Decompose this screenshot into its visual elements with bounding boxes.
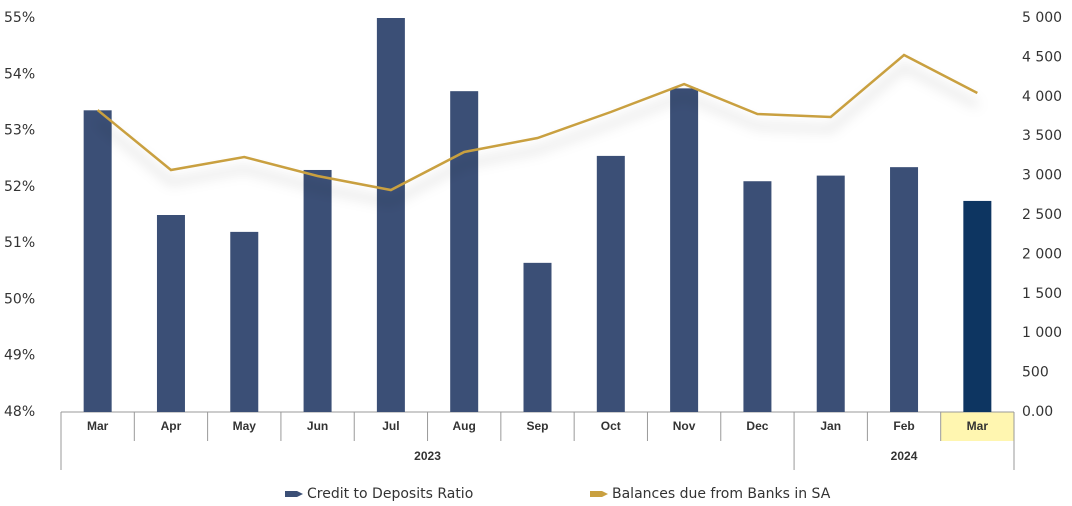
y2-tick-label: 4 500 — [1022, 49, 1062, 65]
legend-label: Balances due from Banks in SA — [612, 486, 831, 502]
x-tick-label: Jun — [307, 419, 328, 433]
legend-label: Credit to Deposits Ratio — [307, 486, 473, 502]
x-tick-label: Sep — [526, 419, 548, 433]
y-tick-label: 50% — [4, 291, 35, 307]
x-tick-label: May — [233, 419, 257, 433]
legend-icon — [590, 491, 608, 497]
bar — [303, 169, 332, 412]
bar — [230, 231, 259, 412]
x-tick-label: Feb — [893, 419, 914, 433]
x-tick-label: Aug — [453, 419, 476, 433]
bar — [156, 215, 185, 412]
y2-tick-label: 2 000 — [1022, 246, 1062, 262]
bar — [963, 200, 992, 412]
bar — [743, 181, 772, 412]
y-tick-label: 53% — [4, 123, 35, 139]
bar — [816, 175, 845, 412]
y2-tick-label: 3 000 — [1022, 168, 1062, 184]
y2-tick-label: 500 — [1022, 365, 1049, 381]
bar — [523, 262, 552, 412]
x-tick-label: Mar — [967, 419, 989, 433]
bar — [890, 167, 919, 412]
y2-tick-label: 1 000 — [1022, 325, 1062, 341]
x-tick-label: Nov — [673, 419, 696, 433]
y-tick-label: 54% — [4, 66, 35, 82]
category-highlight — [940, 412, 1014, 441]
y2-tick-label: 2 500 — [1022, 207, 1062, 223]
x-tick-label: Mar — [87, 419, 109, 433]
x-tick-label: Apr — [161, 419, 182, 433]
group-label: 2024 — [891, 449, 918, 463]
group-label: 2023 — [414, 449, 441, 463]
y2-tick-label: 1 500 — [1022, 286, 1062, 302]
y-tick-label: 55% — [4, 10, 35, 26]
bar — [596, 155, 625, 412]
bar — [670, 88, 699, 412]
y-tick-label: 49% — [4, 348, 35, 364]
bar — [83, 110, 112, 413]
legend-icon — [285, 491, 303, 497]
x-tick-label: Dec — [746, 419, 768, 433]
x-tick-label: Jan — [820, 419, 841, 433]
x-tick-label: Jul — [382, 419, 399, 433]
bar — [450, 91, 479, 413]
bar — [376, 18, 405, 412]
y-tick-label: 51% — [4, 235, 35, 251]
line — [96, 53, 978, 192]
y2-tick-label: 0.00 — [1022, 404, 1053, 420]
y-tick-label: 52% — [4, 179, 35, 195]
y2-tick-label: 4 000 — [1022, 89, 1062, 105]
x-tick-label: Oct — [601, 419, 621, 433]
y-tick-label: 48% — [4, 404, 35, 420]
y2-tick-label: 5 000 — [1022, 10, 1062, 26]
y2-tick-label: 3 500 — [1022, 128, 1062, 144]
